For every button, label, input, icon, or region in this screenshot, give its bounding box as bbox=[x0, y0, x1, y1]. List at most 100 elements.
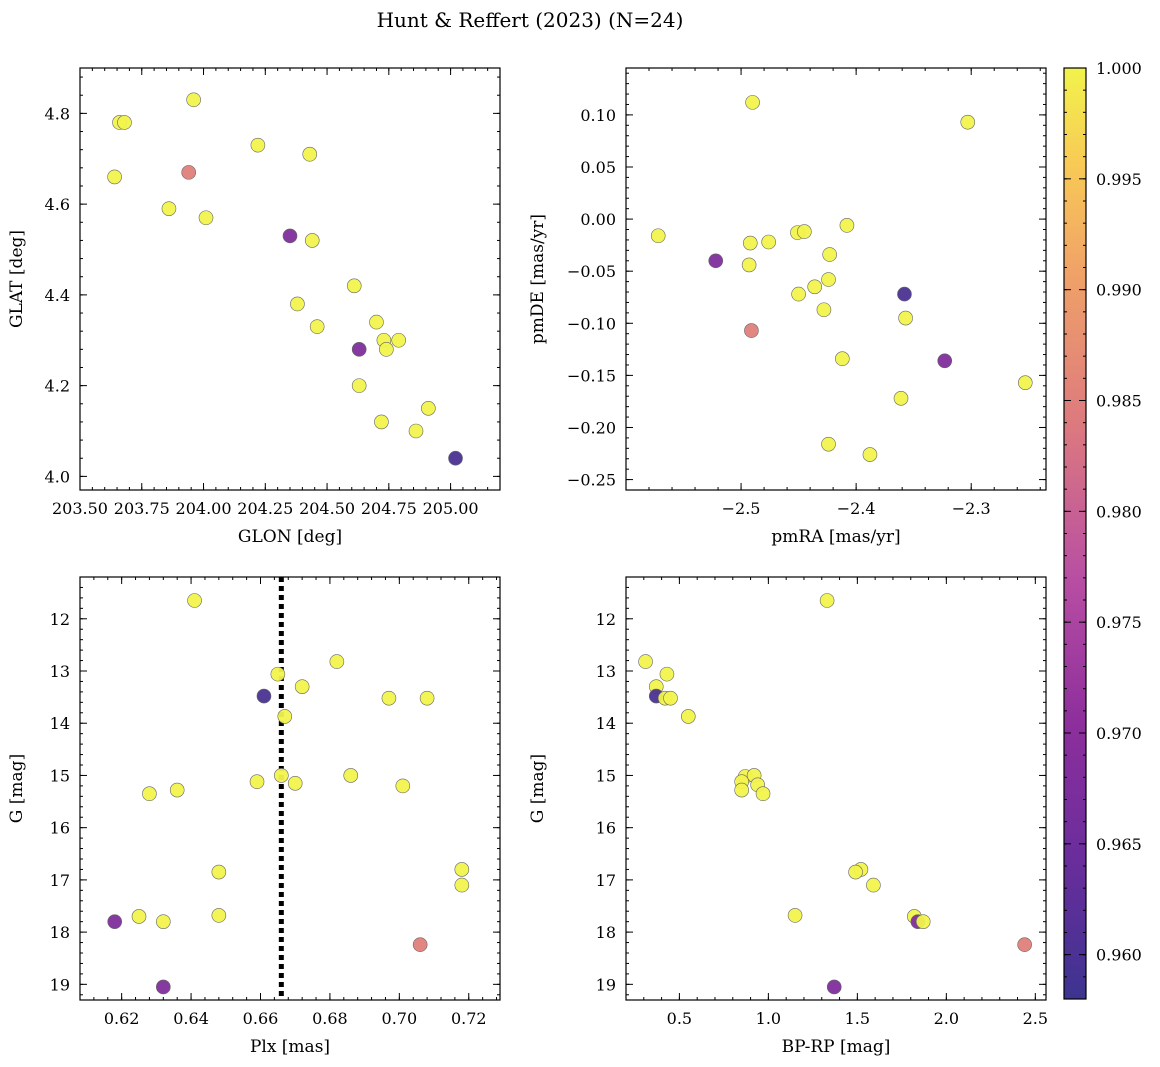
colorbar-tick-label: 0.965 bbox=[1096, 835, 1142, 854]
data-point bbox=[816, 302, 832, 318]
data-point bbox=[663, 690, 678, 706]
data-point bbox=[915, 914, 931, 929]
y-tick-label: 4.6 bbox=[45, 195, 70, 214]
colorbar-tick-label: 0.985 bbox=[1096, 392, 1142, 411]
data-point bbox=[351, 342, 367, 357]
data-point bbox=[708, 253, 724, 269]
colorbar-tick-label: 1.000 bbox=[1096, 59, 1142, 78]
data-point bbox=[198, 210, 214, 226]
axes-frame bbox=[625, 67, 1047, 491]
data-point bbox=[187, 593, 202, 608]
y-tick-label: −0.20 bbox=[567, 418, 616, 437]
data-point bbox=[274, 768, 289, 783]
x-tick-label: 0.64 bbox=[173, 1009, 209, 1028]
data-point bbox=[250, 137, 266, 153]
y-tick-label: 4.4 bbox=[45, 286, 70, 305]
y-tick-label: 16 bbox=[596, 819, 616, 838]
data-point bbox=[142, 786, 157, 802]
data-point bbox=[448, 450, 463, 466]
x-axis-label: GLON [deg] bbox=[238, 527, 342, 547]
y-tick-label: 0.10 bbox=[580, 106, 616, 125]
data-point bbox=[391, 332, 407, 348]
data-point bbox=[898, 310, 913, 326]
data-point bbox=[454, 877, 470, 893]
data-point bbox=[156, 914, 171, 929]
y-tick-label: −0.05 bbox=[567, 262, 616, 281]
data-point bbox=[107, 914, 123, 929]
data-point bbox=[741, 257, 757, 273]
data-point bbox=[309, 319, 325, 334]
data-point bbox=[819, 593, 835, 608]
data-point bbox=[807, 279, 823, 295]
data-point bbox=[412, 937, 428, 952]
data-point bbox=[117, 115, 132, 130]
data-point bbox=[211, 908, 227, 923]
data-point bbox=[1017, 937, 1032, 952]
figure-title: Hunt & Reffert (2023) (N=24) bbox=[377, 8, 684, 32]
colorbar-gradient bbox=[1064, 68, 1086, 999]
x-tick-label: 2.0 bbox=[934, 1009, 959, 1028]
panel-bprp-g: 0.5 1.0 1.5 2.0 2.5 12 13 14 15 16 17 18 19 BP-RP [ma… bbox=[528, 576, 1048, 1057]
data-point bbox=[960, 114, 976, 130]
data-point bbox=[787, 908, 803, 923]
y-tick-label: 13 bbox=[596, 662, 616, 681]
y-tick-label: 15 bbox=[50, 766, 70, 785]
data-point bbox=[659, 666, 675, 682]
y-axis-label: G [mag] bbox=[7, 754, 27, 823]
x-tick-label: 0.5 bbox=[667, 1009, 692, 1028]
data-point bbox=[454, 862, 470, 877]
data-point bbox=[835, 351, 850, 367]
data-point bbox=[211, 864, 227, 880]
x-axis-label: BP-RP [mag] bbox=[782, 1037, 891, 1057]
y-tick-label: 19 bbox=[50, 975, 70, 994]
data-point bbox=[277, 709, 293, 724]
y-tick-label: 18 bbox=[50, 923, 70, 942]
data-point bbox=[1017, 375, 1033, 390]
y-axis-label: GLAT [deg] bbox=[7, 230, 27, 328]
y-tick-label: 19 bbox=[596, 975, 616, 994]
data-point bbox=[290, 296, 305, 312]
x-tick-label: 0.68 bbox=[312, 1009, 348, 1028]
data-point bbox=[897, 286, 912, 302]
data-point bbox=[156, 979, 171, 995]
x-tick-label: 1.0 bbox=[756, 1009, 781, 1028]
data-point bbox=[346, 278, 362, 294]
y-tick-label: −0.25 bbox=[567, 471, 616, 490]
x-tick-label: −2.3 bbox=[952, 499, 991, 518]
data-point bbox=[419, 690, 435, 706]
data-point bbox=[680, 709, 696, 724]
colorbar: 0.960 0.965 0.970 0.975 0.980 0.985 0.990 0.995… bbox=[1063, 59, 1142, 1000]
data-point bbox=[734, 782, 749, 798]
colorbar-tick-label: 0.990 bbox=[1096, 281, 1142, 300]
data-point bbox=[862, 447, 878, 462]
data-point bbox=[408, 423, 424, 439]
y-tick-label: 15 bbox=[596, 766, 616, 785]
y-tick-label: 4.0 bbox=[45, 467, 70, 486]
x-tick-label: 204.50 bbox=[299, 499, 355, 518]
colorbar-tick-label: 0.980 bbox=[1096, 502, 1142, 521]
data-point bbox=[369, 314, 384, 330]
axes-frame bbox=[79, 576, 501, 1001]
y-tick-label: 17 bbox=[596, 871, 616, 890]
axes-frame bbox=[625, 576, 1047, 1001]
x-tick-label: 0.62 bbox=[104, 1009, 140, 1028]
data-point bbox=[302, 146, 318, 162]
data-point bbox=[791, 286, 806, 302]
data-point bbox=[848, 864, 863, 880]
y-tick-label: 12 bbox=[50, 610, 70, 629]
y-tick-label: 13 bbox=[50, 662, 70, 681]
data-point bbox=[107, 169, 122, 185]
data-point bbox=[161, 201, 177, 216]
y-tick-label: 16 bbox=[50, 819, 70, 838]
data-point bbox=[186, 92, 201, 108]
data-point bbox=[294, 679, 310, 694]
y-tick-label: 0.00 bbox=[580, 210, 616, 229]
data-point bbox=[866, 877, 881, 893]
data-point bbox=[181, 165, 197, 180]
data-point bbox=[374, 414, 389, 430]
y-tick-label: 17 bbox=[50, 871, 70, 890]
data-point bbox=[821, 436, 836, 452]
data-point bbox=[329, 654, 345, 669]
y-axis-label: pmDE [mas/yr] bbox=[528, 214, 548, 344]
